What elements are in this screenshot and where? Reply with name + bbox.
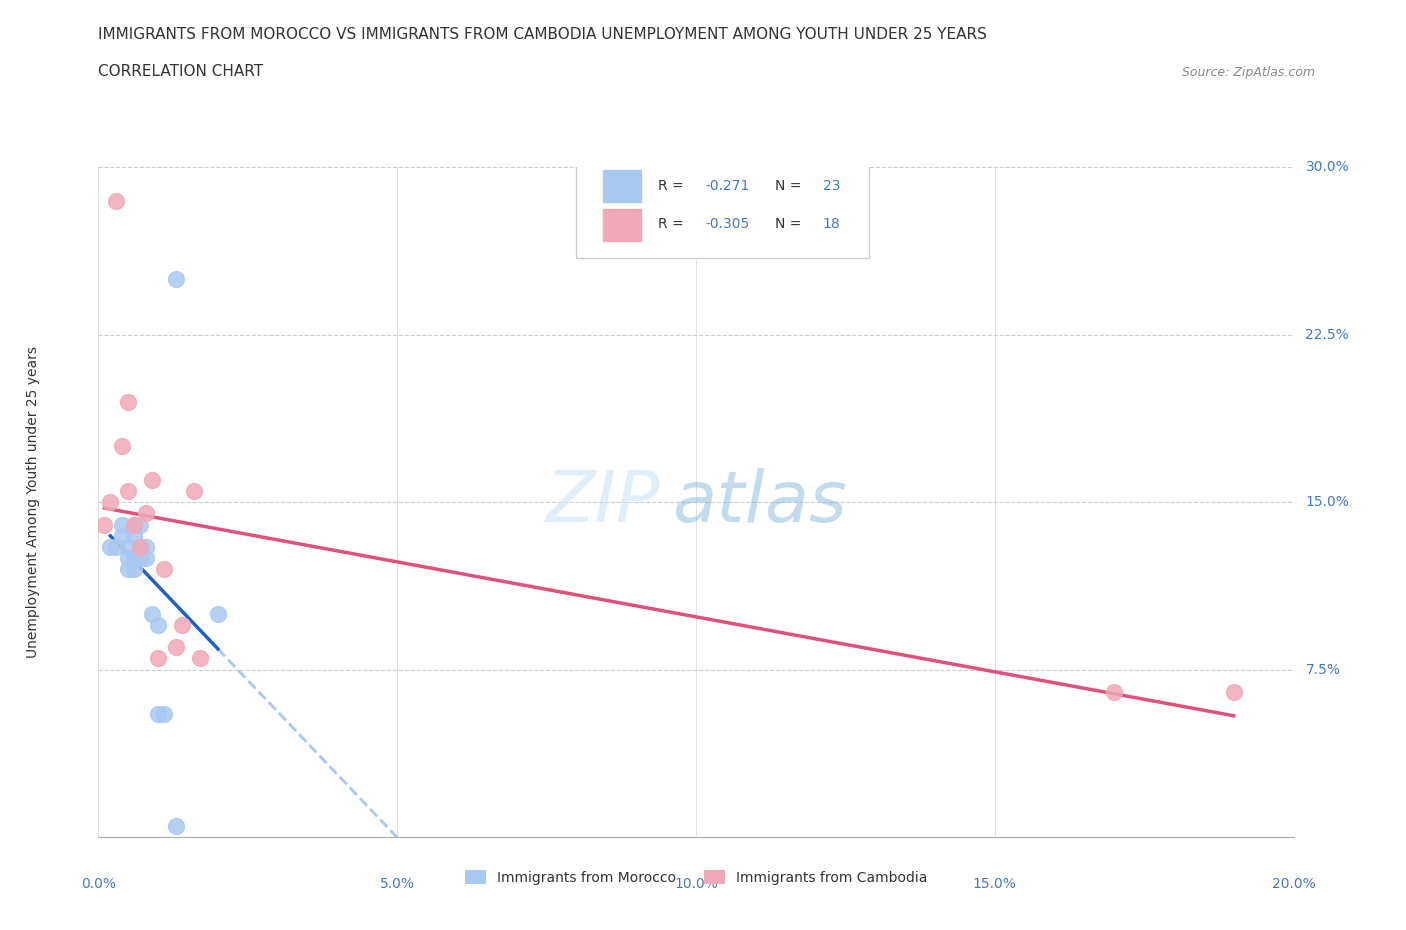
Point — [124, 528, 146, 543]
Text: 15.0%: 15.0% — [973, 877, 1017, 891]
Point — [1104, 684, 1126, 699]
Text: R =: R = — [658, 179, 688, 193]
Point — [148, 618, 170, 632]
Point — [124, 562, 146, 577]
Text: 22.5%: 22.5% — [1305, 327, 1350, 342]
Point — [105, 193, 128, 208]
Text: 20.0%: 20.0% — [1271, 877, 1316, 891]
Point — [111, 517, 134, 532]
Point — [141, 472, 163, 487]
Bar — [603, 170, 641, 202]
Point — [124, 517, 146, 532]
Point — [207, 606, 229, 621]
Point — [148, 651, 170, 666]
Text: 0.0%: 0.0% — [82, 877, 115, 891]
Point — [105, 539, 128, 554]
Text: N =: N = — [775, 179, 806, 193]
Point — [117, 484, 139, 498]
Point — [117, 551, 139, 565]
Point — [111, 528, 134, 543]
Text: 15.0%: 15.0% — [1305, 495, 1350, 510]
Point — [165, 818, 187, 833]
Point — [141, 606, 163, 621]
Point — [135, 539, 157, 554]
Point — [183, 484, 205, 498]
Text: N =: N = — [775, 218, 806, 232]
Text: atlas: atlas — [672, 468, 846, 537]
Text: 10.0%: 10.0% — [673, 877, 718, 891]
Point — [129, 539, 152, 554]
Point — [124, 517, 146, 532]
Text: Unemployment Among Youth under 25 years: Unemployment Among Youth under 25 years — [25, 346, 39, 658]
Text: 30.0%: 30.0% — [1305, 160, 1350, 175]
Point — [1223, 684, 1246, 699]
Text: 23: 23 — [823, 179, 841, 193]
Point — [153, 707, 176, 722]
Point — [117, 539, 139, 554]
Point — [135, 551, 157, 565]
Point — [93, 517, 115, 532]
Point — [117, 394, 139, 409]
Bar — [603, 209, 641, 241]
Point — [98, 539, 122, 554]
Point — [135, 506, 157, 521]
Point — [165, 272, 187, 286]
Text: -0.305: -0.305 — [706, 218, 749, 232]
Point — [98, 495, 122, 510]
Text: -0.271: -0.271 — [706, 179, 749, 193]
Point — [111, 439, 134, 454]
Point — [117, 562, 139, 577]
Text: 5.0%: 5.0% — [380, 877, 415, 891]
Point — [165, 640, 187, 655]
Point — [129, 551, 152, 565]
Point — [153, 562, 176, 577]
Point — [172, 618, 194, 632]
Point — [129, 539, 152, 554]
Point — [148, 707, 170, 722]
Text: CORRELATION CHART: CORRELATION CHART — [98, 64, 263, 79]
Legend: Immigrants from Morocco, Immigrants from Cambodia: Immigrants from Morocco, Immigrants from… — [460, 864, 932, 890]
Text: Source: ZipAtlas.com: Source: ZipAtlas.com — [1181, 66, 1315, 79]
Text: R =: R = — [658, 218, 688, 232]
Text: ZIP: ZIP — [546, 468, 661, 537]
Point — [124, 551, 146, 565]
Point — [129, 517, 152, 532]
Text: 7.5%: 7.5% — [1305, 662, 1340, 677]
FancyBboxPatch shape — [576, 154, 869, 258]
Text: 18: 18 — [823, 218, 841, 232]
Point — [188, 651, 211, 666]
Text: IMMIGRANTS FROM MOROCCO VS IMMIGRANTS FROM CAMBODIA UNEMPLOYMENT AMONG YOUTH UND: IMMIGRANTS FROM MOROCCO VS IMMIGRANTS FR… — [98, 27, 987, 42]
